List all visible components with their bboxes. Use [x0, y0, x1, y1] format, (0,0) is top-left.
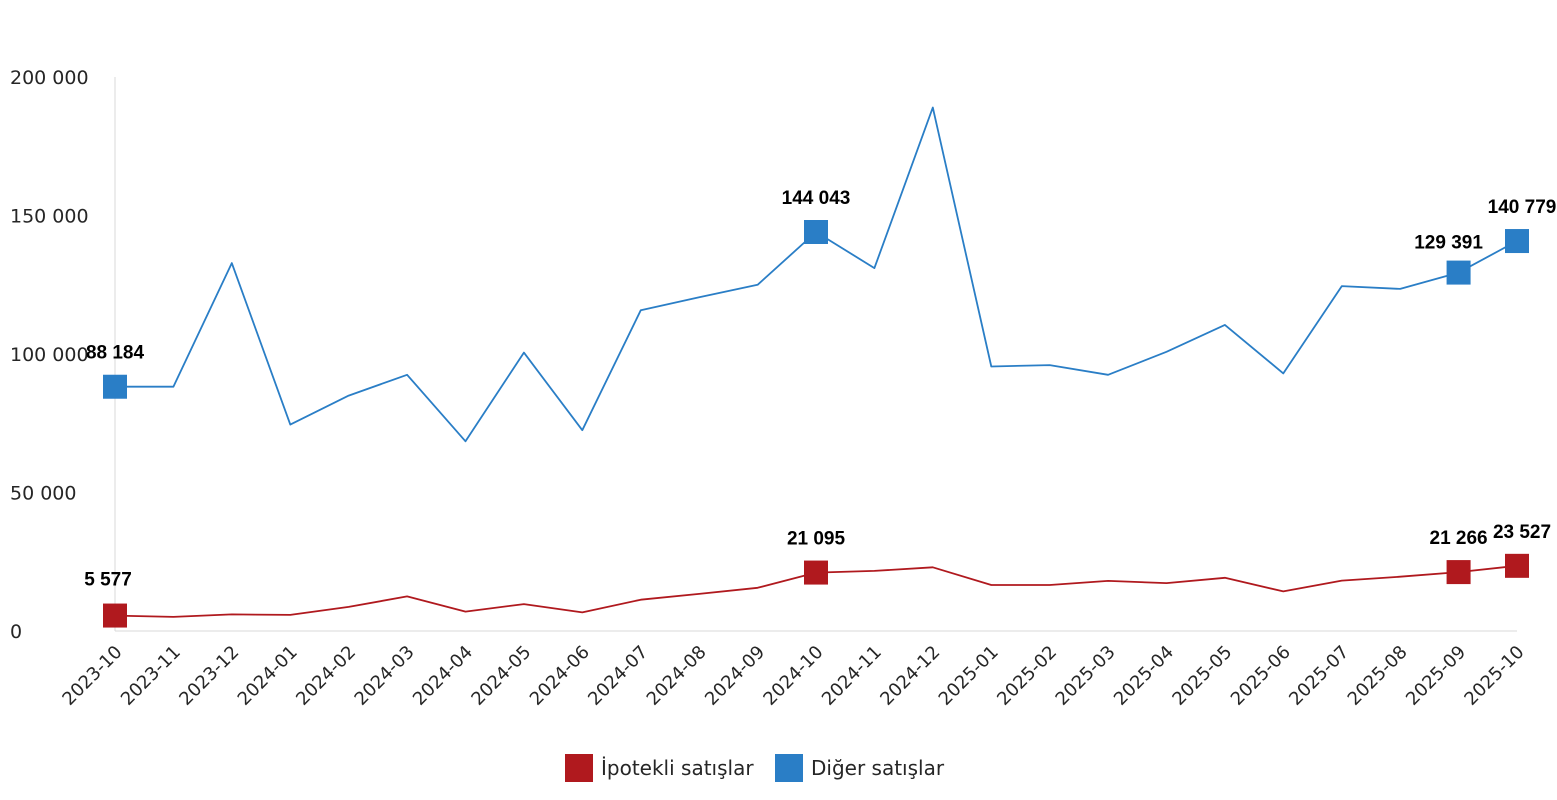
- series-marker: [1505, 229, 1529, 254]
- series-marker: [1505, 553, 1529, 578]
- x-tick-label: 2025-02: [993, 642, 1061, 710]
- x-tick-label: 2024-10: [759, 642, 827, 710]
- x-tick-label: 2024-01: [234, 642, 302, 710]
- data-label: 140 779: [1488, 197, 1557, 218]
- data-labels: 5 577 21 095 21 266 23 527 88 184 144 043 129 …: [84, 188, 1556, 591]
- series-marker: [804, 220, 828, 245]
- legend[interactable]: İpotekli satışlar Diğer satışlar: [565, 754, 945, 782]
- x-tick-label: 2024-04: [409, 642, 477, 710]
- x-tick-label: 2024-07: [584, 642, 652, 710]
- data-label: 21 095: [787, 529, 846, 550]
- x-tick-label: 2025-06: [1227, 642, 1295, 710]
- y-tick-label: 100 000: [10, 344, 89, 366]
- series-marker: [1446, 260, 1471, 285]
- x-tick-label: 2024-12: [876, 642, 944, 710]
- series-marker: [103, 374, 127, 399]
- x-tick-label: 2023-11: [117, 642, 185, 710]
- x-tick-label: 2023-12: [175, 642, 243, 710]
- legend-swatch: [775, 754, 803, 782]
- y-tick-label: 150 000: [10, 206, 89, 228]
- x-tick-label: 2024-05: [467, 642, 535, 710]
- data-label: 129 391: [1414, 233, 1483, 254]
- x-tick-label: 2025-10: [1460, 642, 1528, 710]
- y-tick-label: 0: [10, 621, 22, 643]
- x-tick-label: 2025-04: [1110, 642, 1178, 710]
- x-tick-label: 2024-08: [643, 642, 711, 710]
- data-label: 88 184: [86, 343, 145, 364]
- data-label: 23 527: [1493, 522, 1551, 543]
- series-marker: [1446, 560, 1471, 585]
- y-tick-label: 50 000: [10, 483, 76, 505]
- x-tick-label: 2025-01: [935, 642, 1003, 710]
- series-group: [103, 106, 1529, 628]
- x-tick-label: 2024-03: [351, 642, 419, 710]
- data-label: 21 266: [1430, 528, 1488, 549]
- legend-swatch: [565, 754, 593, 782]
- x-tick-label: 2025-05: [1168, 642, 1236, 710]
- x-tick-label: 2025-07: [1285, 642, 1353, 710]
- x-tick-label: 2025-09: [1402, 642, 1470, 710]
- x-tick-label: 2023-10: [58, 642, 126, 710]
- x-tick-label: 2024-11: [818, 642, 886, 710]
- x-tick-label: 2025-08: [1344, 642, 1412, 710]
- series-marker: [804, 560, 828, 585]
- series-line-1: [115, 106, 1518, 443]
- legend-label: İpotekli satışlar: [601, 756, 754, 780]
- x-tick-label: 2025-03: [1052, 642, 1120, 710]
- legend-label: Diğer satışlar: [811, 756, 945, 780]
- x-tick-label: 2024-06: [526, 642, 594, 710]
- data-label: 144 043: [782, 188, 851, 209]
- x-tick-label: 2024-09: [701, 642, 769, 710]
- data-label: 5 577: [84, 570, 132, 591]
- series-marker: [103, 603, 127, 628]
- y-tick-label: 200 000: [10, 67, 89, 89]
- x-tick-label: 2024-02: [292, 642, 360, 710]
